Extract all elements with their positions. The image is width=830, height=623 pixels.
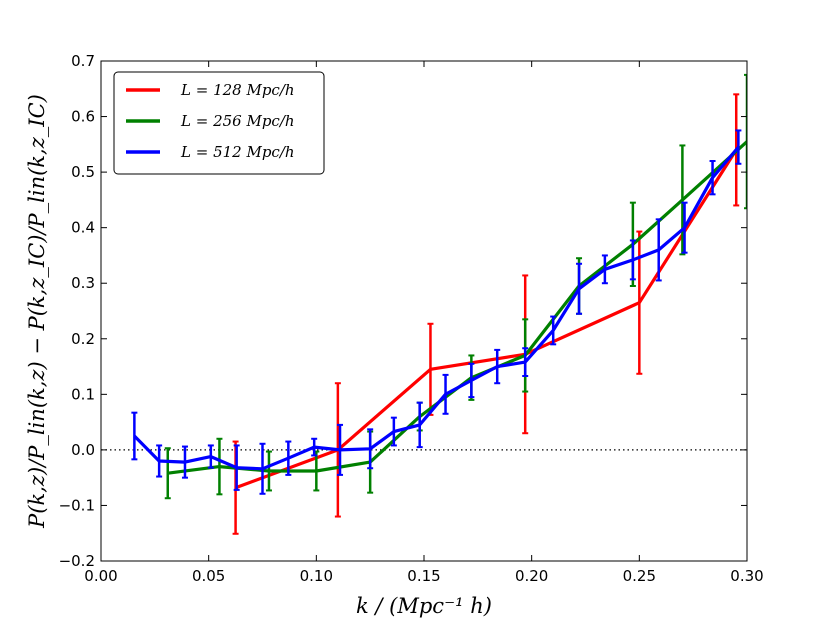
x-tick-label: 0.15 [407, 567, 440, 585]
legend-box [113, 71, 325, 175]
y-tick-label: 0.3 [71, 274, 95, 292]
series-3 [131, 129, 742, 495]
x-axis-label: k / (Mpc⁻¹ h) [356, 594, 492, 618]
x-tick-label: 0.10 [300, 567, 333, 585]
series-line [167, 140, 747, 475]
y-tick-label: 0.6 [71, 108, 95, 126]
legend-label: L = 128 Mpc/h [180, 81, 295, 99]
series-line [235, 149, 738, 490]
y-tick-label: −0.2 [59, 552, 95, 570]
x-tick-label: 0.05 [192, 567, 225, 585]
y-tick-label: 0.2 [71, 330, 95, 348]
y-tick-label: 0.5 [71, 163, 95, 181]
y-tick-label: 0.7 [71, 52, 95, 70]
series-line [133, 146, 740, 471]
legend-label: L = 256 Mpc/h [180, 112, 295, 130]
x-tick-label: 0.00 [84, 567, 117, 585]
y-axis-label: P(k,z)/P_lin(k,z) − P(k,z_IC)/P_lin(k,z_… [25, 94, 49, 529]
legend-label: L = 512 Mpc/h [180, 143, 295, 161]
x-tick-label: 0.25 [623, 567, 656, 585]
y-tick-label: 0.4 [71, 219, 95, 237]
x-tick-label: 0.30 [730, 567, 763, 585]
legend: L = 128 Mpc/h L = 256 Mpc/h L = 512 Mpc/h [113, 71, 325, 175]
y-tick-label: −0.1 [59, 496, 95, 514]
y-tick-label: 0.1 [71, 385, 95, 403]
y-tick-label: 0.0 [71, 441, 95, 459]
x-tick-label: 0.20 [515, 567, 548, 585]
